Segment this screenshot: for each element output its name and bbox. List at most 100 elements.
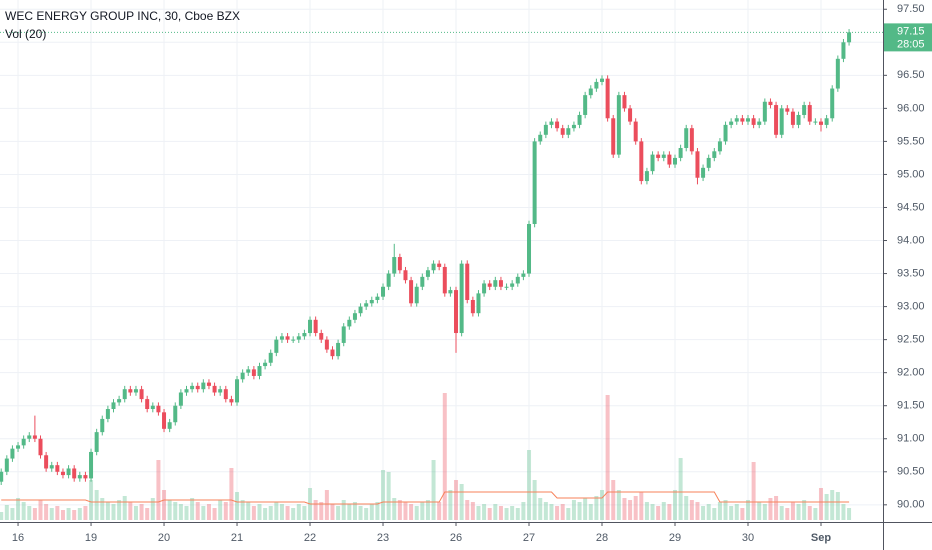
volume-bar xyxy=(482,504,487,520)
volume-bar xyxy=(847,508,852,520)
candle-body xyxy=(785,108,790,112)
candle-body xyxy=(830,88,835,119)
candle-body xyxy=(566,128,571,135)
candle-body xyxy=(538,134,543,142)
volume-bar xyxy=(729,506,734,520)
candle-body xyxy=(89,451,94,479)
volume-bar xyxy=(206,504,211,520)
volume-bar xyxy=(162,490,167,520)
candle-body xyxy=(72,468,77,479)
volume-bar xyxy=(369,504,374,520)
candle-body xyxy=(740,118,745,122)
volume-bar xyxy=(375,502,380,520)
y-tick-label: 93.50 xyxy=(897,267,925,279)
volume-bar xyxy=(117,500,122,520)
volume-bar xyxy=(324,490,329,520)
volume-bar xyxy=(695,502,700,520)
candle-body xyxy=(420,276,425,287)
volume-bar xyxy=(392,498,397,520)
countdown-label: 28:05 xyxy=(897,38,925,50)
x-tick-label: 21 xyxy=(231,532,243,544)
volume-bar xyxy=(72,510,77,520)
candle-body xyxy=(38,438,43,456)
volume-bar xyxy=(195,502,200,520)
candle-body xyxy=(263,362,268,367)
candle-body xyxy=(10,448,15,459)
volume-bar xyxy=(77,508,82,520)
volume-bar xyxy=(431,460,436,520)
candle-body xyxy=(44,455,49,469)
volume-bar xyxy=(49,508,54,520)
candle-body xyxy=(4,458,9,472)
y-tick-label: 97.50 xyxy=(897,3,925,15)
x-tick-label: 22 xyxy=(304,532,316,544)
volume-bar xyxy=(751,462,756,520)
y-tick-label: 96.00 xyxy=(897,102,925,114)
volume-bar xyxy=(538,498,543,520)
volume-bar xyxy=(173,502,178,520)
volume-bar xyxy=(616,490,621,520)
volume-pane xyxy=(0,393,852,520)
volume-bar xyxy=(229,468,234,520)
candle-body xyxy=(611,118,616,155)
candle-body xyxy=(448,290,453,294)
y-tick-label: 91.50 xyxy=(897,400,925,412)
volume-bar xyxy=(779,506,784,520)
candle-body xyxy=(661,154,666,158)
volume-bar xyxy=(566,508,571,520)
volume-bar xyxy=(465,500,470,520)
candle-body xyxy=(369,299,374,304)
volume-bar xyxy=(128,502,133,520)
candle-body xyxy=(847,32,852,43)
candle-body xyxy=(442,266,447,294)
candle-body xyxy=(493,280,498,287)
candle-body xyxy=(470,299,475,314)
volume-bar xyxy=(403,502,408,520)
volume-bar xyxy=(352,502,357,520)
candle-body xyxy=(487,283,492,287)
x-tick-label: 28 xyxy=(596,532,608,544)
volume-bar xyxy=(835,492,840,520)
candle-body xyxy=(403,270,408,281)
candle-body xyxy=(49,465,54,469)
volume-bar xyxy=(678,458,683,520)
candle-body xyxy=(105,409,110,419)
volume-bar xyxy=(133,506,138,520)
volume-bar xyxy=(397,500,402,520)
candle-body xyxy=(375,296,380,300)
candle-body xyxy=(156,405,161,413)
candle-body xyxy=(454,290,459,334)
candle-body xyxy=(117,399,122,403)
volume-bar xyxy=(830,490,835,520)
volume-bar xyxy=(235,492,240,520)
candle-body xyxy=(717,141,722,152)
volume-bar xyxy=(425,500,430,520)
candle-body xyxy=(555,121,560,129)
candle-body xyxy=(695,151,700,178)
volume-bar xyxy=(498,506,503,520)
volume-bar xyxy=(644,502,649,520)
volume-bar xyxy=(762,504,767,520)
volume-bar xyxy=(212,508,217,520)
volume-bar xyxy=(240,500,245,520)
candle-body xyxy=(229,399,234,403)
candle-body xyxy=(835,58,840,89)
volume-bar xyxy=(414,506,419,520)
volume-bar xyxy=(437,502,442,520)
volume-bar xyxy=(527,450,532,520)
candle-body xyxy=(133,389,138,393)
candle-body xyxy=(409,280,414,304)
volume-bar xyxy=(122,496,127,520)
volume-bar xyxy=(515,508,520,520)
volume-bar xyxy=(184,506,189,520)
candle-body xyxy=(802,105,807,115)
y-tick-label: 95.50 xyxy=(897,135,925,147)
volume-bar xyxy=(583,498,588,520)
volume-bar xyxy=(420,502,425,520)
candle-body xyxy=(779,108,784,135)
candle-body xyxy=(527,223,532,274)
candle-body xyxy=(425,270,430,277)
candle-body xyxy=(173,405,178,423)
volume-bar xyxy=(223,502,228,520)
candle-body xyxy=(21,438,26,446)
